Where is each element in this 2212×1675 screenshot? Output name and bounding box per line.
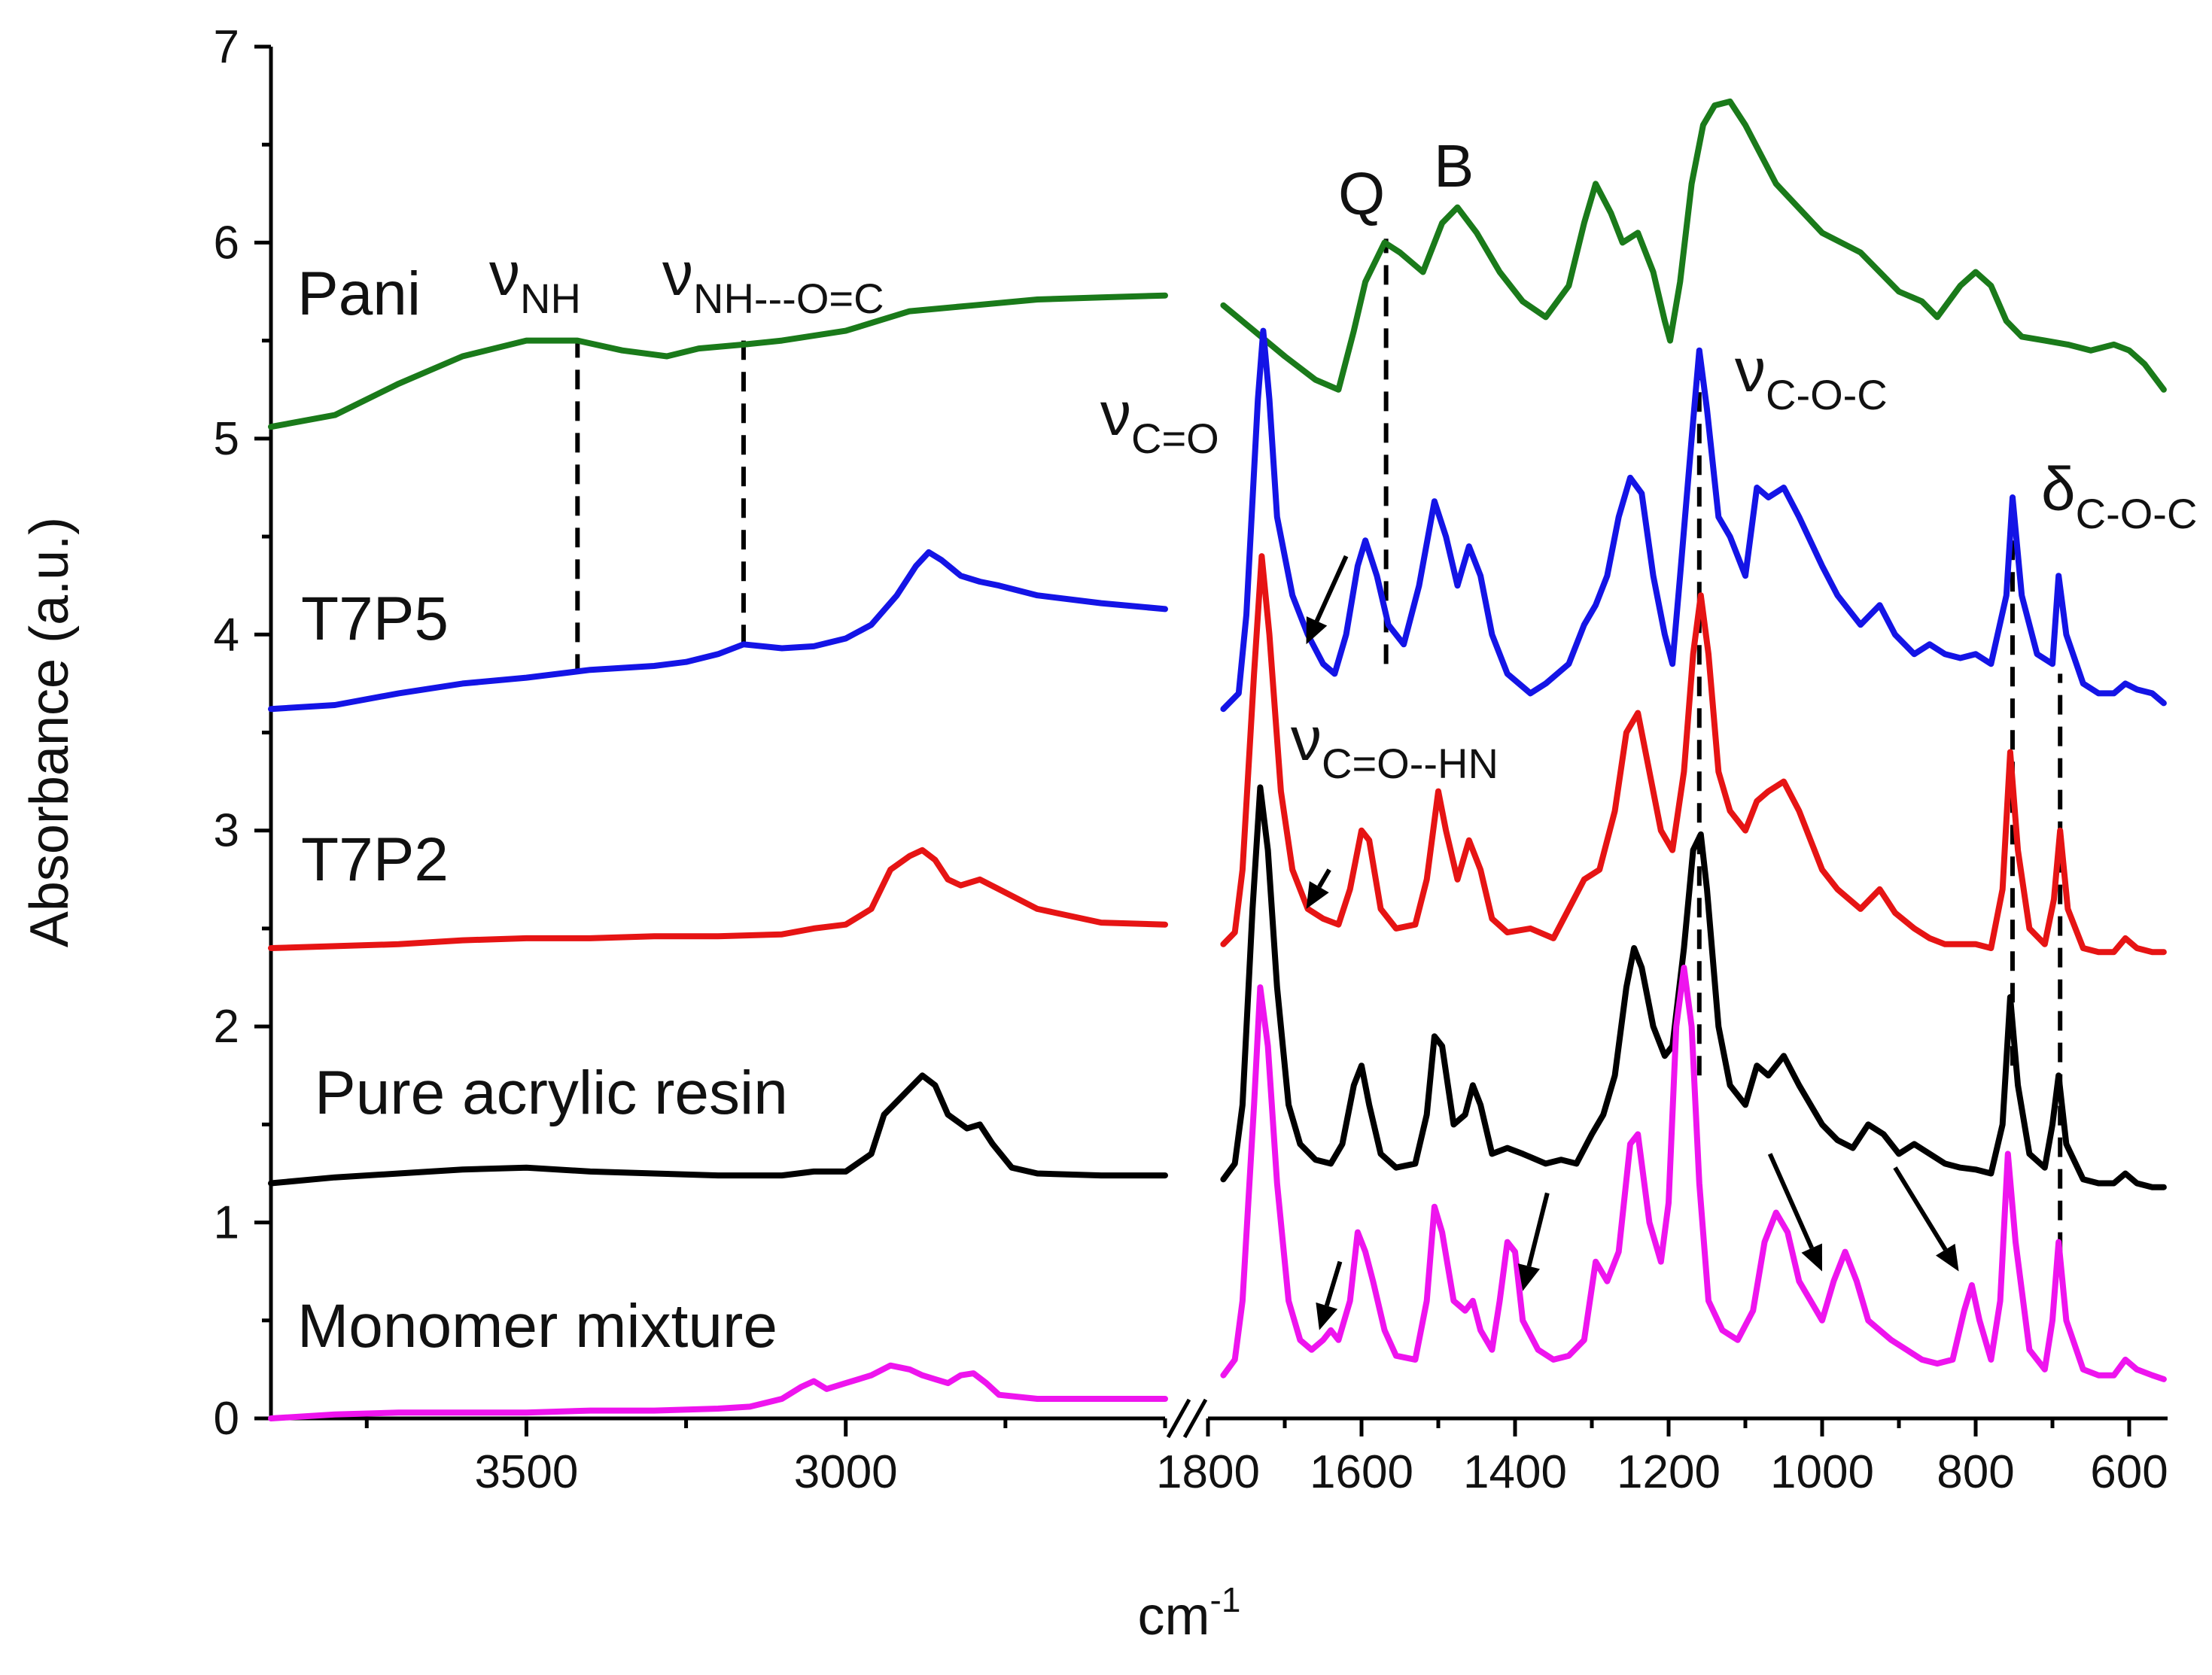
arrow-head: [1935, 1243, 1959, 1272]
annot-delta-coc: δC-O-C: [2041, 455, 2197, 537]
annot-nu-nh-oc: νNH---O=C: [662, 240, 884, 322]
y-tick-label: 5: [214, 413, 239, 465]
arrow-head: [1801, 1243, 1822, 1272]
arrow-head: [1517, 1263, 1541, 1291]
series-line-monomer-mixture: [268, 1362, 1168, 1421]
series-line-pure-acrylic-resin: [268, 1072, 1168, 1187]
y-tick-label: 7: [214, 21, 239, 73]
arrow-head: [1306, 880, 1329, 909]
annot-nu-co-hn-subscript: C=O--HN: [1322, 740, 1499, 787]
x-axis-title: cm-1: [1138, 1580, 1241, 1646]
annot-nu-coc: νC-O-C: [1735, 336, 1888, 418]
annot-nu-nh-subscript: NH: [520, 275, 581, 322]
nu-symbol: ν: [1100, 380, 1131, 448]
x-ticks: 3500 3000 1800 1600 1400 1200 1000 800 600: [364, 1418, 2168, 1498]
x-tick-label: 800: [1937, 1446, 2014, 1498]
arrow-shaft: [1324, 1260, 1343, 1307]
y-axis-title: Absorbance (a.u.): [20, 517, 80, 947]
guide-lines: [575, 239, 2063, 1252]
annot-nu-co-subscript: C=O: [1131, 415, 1219, 462]
series-line-t7p5: [1220, 327, 2167, 713]
annotation-arrow: [1767, 1153, 1822, 1272]
x-axis-title-superscript: -1: [1210, 1580, 1241, 1619]
label-monomer-mixture: Monomer mixture: [297, 1292, 777, 1360]
y-tick-label: 6: [214, 217, 239, 269]
series-line-pani: [1220, 98, 2167, 393]
label-t7p2: T7P2: [301, 825, 449, 894]
spectra: [268, 98, 2167, 1421]
series-line-t7p2: [268, 847, 1168, 951]
nu-symbol: ν: [662, 240, 693, 309]
axis-break-mark: [1166, 1398, 1191, 1439]
y-tick-label: 1: [214, 1197, 239, 1249]
annot-nu-nh: νNH: [489, 240, 581, 322]
arrow-head: [1316, 1302, 1338, 1330]
x-tick-label: 1800: [1156, 1446, 1260, 1498]
y-tick-label: 0: [214, 1393, 239, 1445]
annot-b: B: [1434, 132, 1474, 199]
axis-break-mark: [1182, 1398, 1208, 1439]
annotation-arrow: [1517, 1192, 1550, 1291]
arrow-shaft: [1767, 1153, 1814, 1249]
series-line-t7p5: [268, 549, 1168, 713]
annotation-arrow: [1306, 555, 1349, 645]
nu-symbol: ν: [1735, 336, 1766, 405]
arrow-shaft: [1314, 555, 1349, 622]
nu-symbol: ν: [1291, 705, 1322, 774]
delta-symbol: δ: [2041, 455, 2076, 524]
annot-nu-coc-subscript: C-O-C: [1766, 371, 1888, 418]
annot-nu-co-hn: νC=O--HN: [1291, 705, 1499, 787]
x-tick-label: 3000: [794, 1446, 898, 1498]
label-pani: Pani: [297, 260, 421, 328]
arrow-shaft: [1893, 1166, 1948, 1251]
x-tick-label: 1400: [1463, 1446, 1567, 1498]
arrow-shaft: [1317, 868, 1331, 889]
y-tick-label: 3: [214, 805, 239, 857]
arrows: [1306, 555, 1959, 1330]
series-line-pure-acrylic-resin: [1220, 784, 2167, 1190]
axes: [269, 47, 2168, 1439]
x-axis-title-base: cm: [1138, 1586, 1210, 1646]
arrow-head: [1306, 616, 1328, 645]
annotation-arrow: [1316, 1260, 1343, 1330]
label-t7p5: T7P5: [301, 585, 449, 653]
label-pure-acrylic-resin: Pure acrylic resin: [315, 1059, 788, 1127]
annot-nu-co: νC=O: [1100, 380, 1219, 462]
annot-nu-nh-oc-subscript: NH---O=C: [693, 275, 884, 322]
series-line-monomer-mixture: [1220, 965, 2167, 1382]
arrow-shaft: [1526, 1192, 1550, 1267]
nu-symbol: ν: [489, 240, 520, 309]
series-line-pani: [268, 292, 1168, 430]
x-tick-label: 1000: [1770, 1446, 1874, 1498]
x-tick-label: 1200: [1617, 1446, 1721, 1498]
y-tick-label: 2: [214, 1001, 239, 1053]
y-tick-label: 4: [214, 609, 239, 661]
x-tick-label: 3500: [474, 1446, 578, 1498]
annotation-arrow: [1306, 868, 1331, 909]
annot-delta-coc-subscript: C-O-C: [2076, 490, 2198, 537]
x-tick-label: 600: [2090, 1446, 2168, 1498]
y-ticks: 0 1 2 3 4 5 6 7: [214, 21, 271, 1445]
series-line-t7p2: [1220, 553, 2167, 956]
annotation-arrow: [1893, 1166, 1959, 1272]
annot-q: Q: [1338, 160, 1385, 227]
x-tick-label: 1600: [1310, 1446, 1413, 1498]
